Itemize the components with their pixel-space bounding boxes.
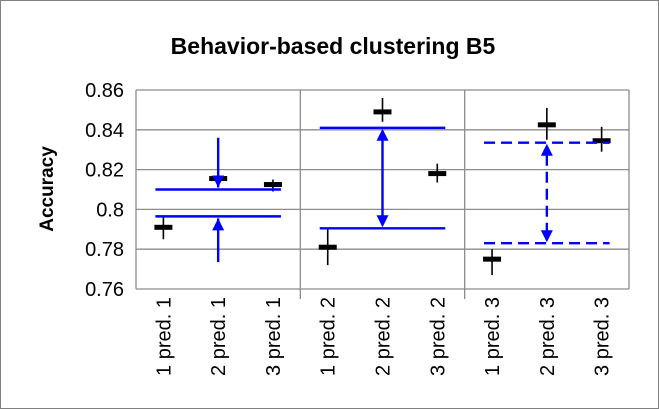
plot-area: 0.76 0.78 0.8 0.82 0.84 0.86 1 pred. 1 2 pred. … [85, 80, 630, 376]
y-tick-label: 0.84 [85, 120, 124, 142]
annotation-arrowhead-down [376, 215, 389, 228]
data-point [428, 171, 447, 177]
data-point [483, 256, 502, 262]
y-tick-label: 0.8 [96, 199, 124, 221]
annotation-arrowhead-down [212, 175, 225, 188]
x-tick-label: 2 pred. 2 [373, 297, 395, 376]
annotation-arrowhead-up [376, 128, 389, 141]
y-tick-label: 0.86 [85, 80, 124, 102]
data-point [592, 138, 611, 144]
annotation-arrowhead-down [540, 230, 553, 243]
annotation-arrowhead-up [540, 143, 553, 156]
chart-title: Behavior-based clustering B5 [171, 33, 496, 59]
y-tick-label: 0.78 [85, 239, 124, 261]
x-tick-label: 2 pred. 1 [208, 297, 230, 376]
data-point [537, 122, 556, 128]
x-tick-label: 3 pred. 2 [427, 297, 449, 376]
y-tick-label: 0.76 [85, 279, 124, 301]
x-tick-label: 1 pred. 1 [153, 297, 175, 376]
data-point [263, 182, 282, 188]
x-tick-label: 2 pred. 3 [537, 297, 559, 376]
x-tick-label: 1 pred. 3 [482, 297, 504, 376]
annotation-arrowhead-up [212, 218, 225, 231]
y-tick-label: 0.82 [85, 160, 124, 182]
data-point [154, 224, 173, 230]
y-axis-title: Accuracy [37, 146, 58, 232]
x-tick-label: 3 pred. 1 [263, 297, 285, 376]
x-tick-label: 1 pred. 2 [318, 297, 340, 376]
x-tick-label: 3 pred. 3 [592, 297, 614, 376]
data-point [318, 244, 337, 250]
data-point [373, 109, 392, 115]
